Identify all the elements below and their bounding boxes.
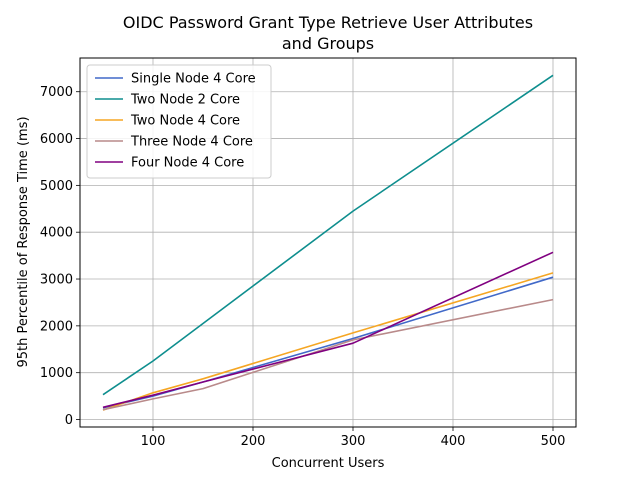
chart-title-line2: and Groups	[282, 34, 374, 53]
x-tick-label: 500	[541, 434, 566, 449]
x-tick-label: 400	[441, 434, 466, 449]
y-tick-label: 4000	[40, 226, 73, 241]
y-tick-label: 1000	[40, 366, 73, 381]
series-line	[102, 298, 554, 411]
legend-label: Two Node 4 Core	[130, 114, 240, 129]
x-tick-label: 200	[241, 434, 266, 449]
series-line	[102, 74, 554, 396]
series-lines	[102, 74, 554, 411]
legend: Single Node 4 Core Two Node 2 Core Two Nod…	[86, 64, 272, 179]
x-axis-label: Concurrent Users	[272, 456, 385, 471]
y-axis-ticks: 0 1000 2000 3000 4000 5000 6000 7000	[40, 85, 80, 428]
y-tick-label: 3000	[40, 273, 73, 288]
x-tick-label: 300	[341, 434, 366, 449]
legend-label: Single Node 4 Core	[131, 72, 256, 87]
chart-title-line1: OIDC Password Grant Type Retrieve User A…	[123, 13, 533, 32]
plot-frame	[79, 57, 577, 428]
legend-label: Two Node 2 Core	[130, 93, 240, 108]
x-axis-ticks: 100 200 300 400 500	[141, 427, 566, 449]
x-tick-label: 100	[141, 434, 166, 449]
y-tick-label: 7000	[40, 85, 73, 100]
y-tick-label: 2000	[40, 319, 73, 334]
legend-label: Three Node 4 Core	[130, 135, 253, 150]
legend-label: Four Node 4 Core	[131, 156, 244, 171]
y-tick-label: 6000	[40, 132, 73, 147]
series-line	[102, 272, 554, 411]
y-tick-label: 5000	[40, 179, 73, 194]
y-tick-label: 0	[65, 413, 73, 428]
series-line	[102, 251, 554, 409]
legend-box	[86, 64, 272, 179]
y-axis-label: 95th Percentile of Response Time (ms)	[16, 116, 31, 367]
